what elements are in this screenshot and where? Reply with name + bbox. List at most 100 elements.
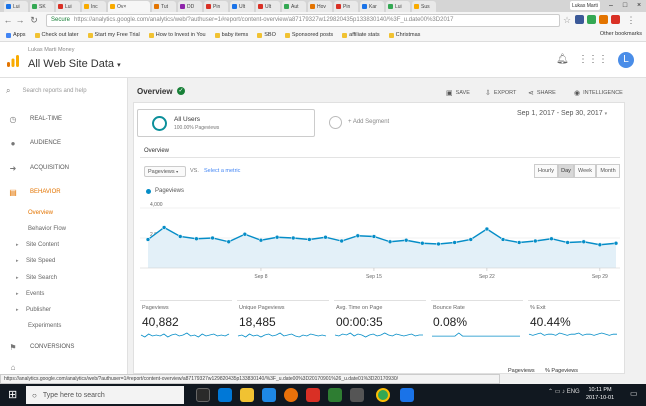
metric-select[interactable]: Pageviews ▾ xyxy=(144,166,186,177)
export-button[interactable]: ⇩ EXPORT xyxy=(485,89,516,97)
reload-icon[interactable]: ↻ xyxy=(30,15,38,25)
data-point[interactable] xyxy=(371,234,377,239)
notifications-icon[interactable]: 🔔︎ xyxy=(556,54,569,65)
scorecard[interactable]: Unique Pageviews 18,485 xyxy=(237,300,329,346)
bookmark-item[interactable]: How to Invest in You xyxy=(148,32,206,38)
scorecard[interactable]: Pageviews 40,882 xyxy=(140,300,232,346)
bookmark-item[interactable]: Start my Free Trial xyxy=(87,32,140,38)
task-view-icon[interactable] xyxy=(196,388,210,402)
data-point[interactable] xyxy=(565,240,570,245)
firefox-icon[interactable] xyxy=(284,388,298,402)
sidebar-item-realtime[interactable]: ◷ REAL-TIME xyxy=(0,112,128,126)
other-bookmarks[interactable]: Other bookmarks xyxy=(599,31,642,37)
sidebar-item-behavior[interactable]: ▤ BEHAVIOR xyxy=(0,185,128,199)
column-header-pageviews[interactable]: Pageviews xyxy=(508,368,535,374)
browser-tab[interactable]: Pin xyxy=(204,1,228,12)
sidebar-subitem-site-search[interactable]: ▸ Site Search xyxy=(0,271,128,284)
avatar[interactable]: L xyxy=(618,52,634,68)
data-point[interactable] xyxy=(194,236,199,241)
browser-menu-icon[interactable]: ⋮ xyxy=(626,15,636,25)
close-window-icon[interactable]: × xyxy=(636,2,642,9)
share-button[interactable]: ⋖ SHARE xyxy=(528,89,556,97)
bookmark-item[interactable]: baby items xyxy=(214,32,248,38)
add-segment-button[interactable]: + Add Segment xyxy=(348,119,390,125)
save-button[interactable]: ▣ SAVE xyxy=(446,89,470,97)
browser-tab[interactable]: Lui xyxy=(386,1,410,12)
store-icon[interactable] xyxy=(262,388,276,402)
browser-tab[interactable]: Ult xyxy=(230,1,254,12)
data-point[interactable] xyxy=(258,238,264,243)
data-point[interactable] xyxy=(339,238,344,244)
browser-tab[interactable]: Hov xyxy=(308,1,332,12)
bookmark-item[interactable]: Sponsored posts xyxy=(284,32,333,38)
data-point[interactable] xyxy=(387,239,393,244)
bookmark-item[interactable]: SBO xyxy=(257,32,276,38)
select-metric-link[interactable]: Select a metric xyxy=(204,168,241,174)
extension-icon[interactable] xyxy=(575,15,584,24)
data-point[interactable] xyxy=(613,241,619,246)
app-icon[interactable] xyxy=(306,388,320,402)
data-point[interactable] xyxy=(420,241,425,246)
sidebar-item-audience[interactable]: ● AUDIENCE xyxy=(0,136,128,150)
sidebar-item-conversions[interactable]: ⚑ CONVERSIONS xyxy=(0,340,128,354)
intelligence-button[interactable]: ◉ INTELLIGENCE xyxy=(574,89,623,97)
browser-tab[interactable]: SK xyxy=(30,1,54,12)
view-selector[interactable]: All Web Site Data ▾ xyxy=(28,58,121,70)
data-point[interactable] xyxy=(242,232,248,237)
granularity-day[interactable]: Day xyxy=(558,164,574,178)
sidebar-subitem-overview[interactable]: Overview xyxy=(28,209,54,216)
profile-chip[interactable]: Lukas Marti xyxy=(570,1,600,10)
taskbar-clock[interactable]: 10:11 PM 2017-10-01 xyxy=(586,386,614,402)
granularity-month[interactable]: Month xyxy=(596,164,620,178)
data-point[interactable] xyxy=(290,235,296,241)
data-point[interactable] xyxy=(210,235,215,241)
browser-tab[interactable]: Lui xyxy=(4,1,28,12)
bookmark-item[interactable]: affiliate stats xyxy=(342,32,380,38)
star-icon[interactable]: ☆ xyxy=(562,15,572,25)
more-options-icon[interactable]: ⋮ xyxy=(598,54,608,65)
analytics-logo-icon[interactable] xyxy=(6,54,20,68)
sidebar-subitem-experiments[interactable]: Experiments xyxy=(28,322,62,329)
notification-center-icon[interactable]: ▭ xyxy=(630,389,638,398)
scorecard[interactable]: Bounce Rate 0.08% xyxy=(431,300,523,346)
date-range-picker[interactable]: Sep 1, 2017 - Sep 30, 2017 ▾ xyxy=(517,110,607,117)
data-point[interactable] xyxy=(274,235,280,240)
data-point[interactable] xyxy=(549,236,554,241)
data-point[interactable] xyxy=(161,225,167,230)
data-point[interactable] xyxy=(145,237,151,242)
apps-grid-icon[interactable]: ⋮⋮ xyxy=(578,54,598,65)
sidebar-subitem-site-speed[interactable]: ▸ Site Speed xyxy=(0,254,128,267)
sidebar-subitem-publisher[interactable]: ▸ Publisher xyxy=(0,303,128,316)
column-header-percent-pageviews[interactable]: % Pageviews xyxy=(545,368,579,374)
forward-icon[interactable]: → xyxy=(15,15,25,25)
close-tab-icon[interactable]: × xyxy=(123,3,127,10)
sidebar-subitem-behavior-flow[interactable]: Behavior Flow xyxy=(28,225,67,232)
system-tray[interactable]: ⌃ ▭ ♪ ENG xyxy=(548,388,580,395)
data-point[interactable] xyxy=(533,238,538,244)
bookmark-item[interactable]: Christmas xyxy=(388,32,420,38)
data-point[interactable] xyxy=(436,241,441,247)
browser-tab-active[interactable]: Ov × xyxy=(108,1,150,12)
browser-tab[interactable]: Sus xyxy=(412,1,436,12)
tab-overview[interactable]: Overview xyxy=(144,148,170,154)
granularity-hourly[interactable]: Hourly xyxy=(534,164,558,178)
bookmark-item[interactable]: Check out later xyxy=(34,32,79,38)
windows-start-icon[interactable]: ⊞ xyxy=(8,389,18,401)
browser-tab[interactable]: Tut xyxy=(152,1,176,12)
data-point[interactable] xyxy=(468,237,474,242)
sidebar-search[interactable]: ⌕ Search reports and help xyxy=(6,86,87,96)
data-point[interactable] xyxy=(403,238,409,243)
browser-tab[interactable]: Aut xyxy=(282,1,306,12)
data-point[interactable] xyxy=(226,239,231,244)
data-point[interactable] xyxy=(581,239,586,244)
minimize-icon[interactable]: – xyxy=(609,2,613,9)
extension-icon[interactable] xyxy=(611,15,620,24)
extension-icon[interactable] xyxy=(599,15,608,24)
browser-tab[interactable]: DD xyxy=(178,1,202,12)
app-icon[interactable] xyxy=(350,388,364,402)
edge-icon[interactable] xyxy=(218,388,232,402)
browser-tab[interactable]: Lui xyxy=(56,1,80,12)
app-icon[interactable] xyxy=(400,388,414,402)
data-point[interactable] xyxy=(500,237,506,242)
app-icon[interactable] xyxy=(328,388,342,402)
